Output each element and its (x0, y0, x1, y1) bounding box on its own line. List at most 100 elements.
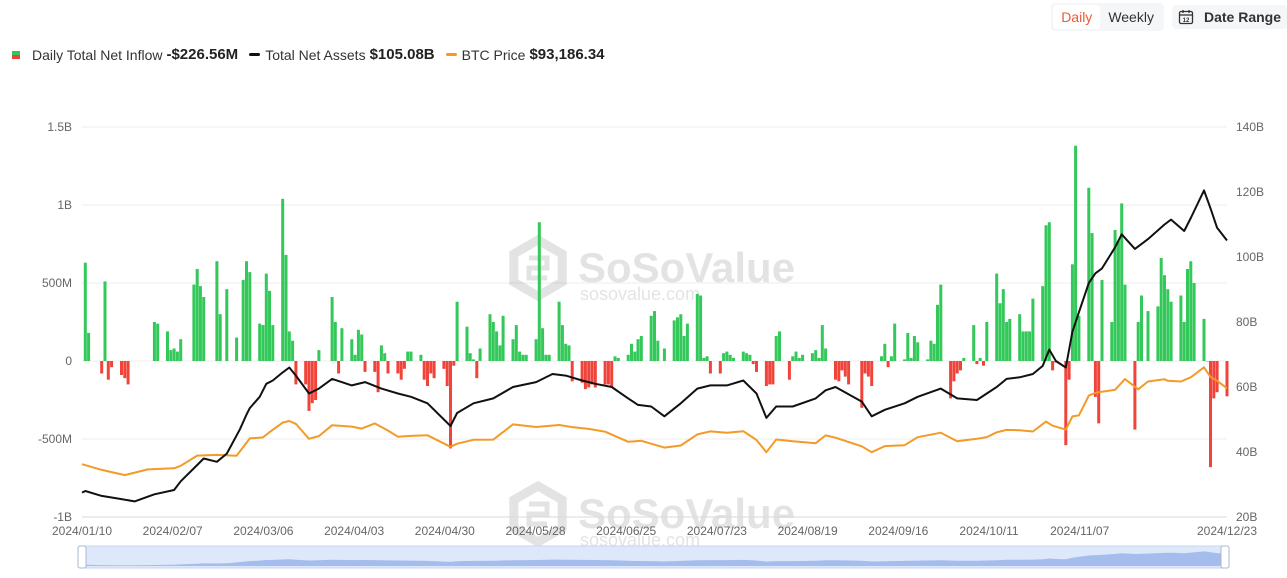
inflow-bar (975, 361, 979, 365)
calendar-icon: 12 (1178, 10, 1194, 25)
inflow-bar (1182, 322, 1186, 361)
inflow-bar (245, 261, 248, 361)
inflow-bar (817, 357, 821, 361)
inflow-bar (728, 354, 732, 361)
inflow-bar (284, 254, 288, 361)
inflow-bar (1192, 283, 1196, 361)
inflow-bar (1074, 145, 1078, 361)
watermarks: SoSoValuesosovalue.comSoSoValuesosovalue… (509, 234, 795, 550)
inflow-bar (929, 340, 933, 361)
date-range-button[interactable]: 12 Date Range (1171, 5, 1287, 29)
inflow-bar (722, 353, 726, 361)
inflow-bar (718, 361, 722, 374)
inflow-bar (705, 356, 709, 361)
x-tick-label: 2024/09/16 (868, 524, 928, 538)
zoom-slider[interactable] (77, 545, 1230, 569)
inflow-bar (376, 361, 380, 393)
inflow-bar (863, 361, 867, 374)
inflow-bar (955, 361, 959, 374)
inflow-bar (1186, 269, 1189, 361)
inflow-bar (179, 339, 183, 361)
inflow-bar (1202, 318, 1206, 361)
inflow-bar (580, 361, 584, 383)
inflow-bar (166, 331, 169, 361)
inflow-bar (156, 323, 160, 361)
inflow-bar (287, 331, 291, 361)
inflow-bar (337, 361, 341, 374)
x-tick-label: 2024/10/11 (959, 524, 1018, 538)
inflow-bar (982, 361, 985, 366)
inflow-bar (455, 301, 459, 361)
inflow-bar (442, 361, 446, 369)
x-axis: 2024/01/10 2024/02/07 2024/03/06 2024/04/03… (52, 516, 1257, 538)
watermark-brand: SoSoValue (578, 490, 795, 537)
inflow-bar (771, 361, 775, 385)
inflow-bar (452, 361, 456, 366)
legend-item-assets[interactable]: Total Net Assets $105.08B (249, 46, 435, 63)
inflow-bar (330, 297, 334, 361)
inflow-bar (1041, 286, 1045, 361)
legend-item-inflow[interactable]: Daily Total Net Inflow -$226.56M (12, 46, 238, 63)
inflow-bar (751, 361, 755, 365)
inflow-bar (511, 339, 515, 361)
legend-item-btc[interactable]: BTC Price $93,186.34 (445, 46, 605, 63)
inflow-bar (307, 361, 311, 411)
legend-inflow-label: Daily Total Net Inflow (32, 46, 163, 63)
inflow-bar (702, 357, 706, 361)
inflow-bar (291, 340, 295, 361)
inflow-bar (399, 361, 403, 380)
btc-price-line (81, 366, 1228, 477)
x-tick-label: 2024/11/07 (1050, 524, 1109, 538)
inflow-bar (564, 343, 568, 361)
inflow-bar (626, 354, 630, 361)
inflow-bar (87, 332, 91, 361)
inflow-bar (1100, 279, 1104, 361)
inflow-bar (656, 340, 660, 361)
inflow-bar (1146, 311, 1150, 361)
inflow-bar (218, 314, 222, 361)
inflow-bar (175, 351, 179, 361)
inflow-bar (801, 354, 805, 361)
watermark-url: sosovalue.com (580, 284, 700, 304)
inflow-bar (409, 351, 413, 361)
svg-text:12: 12 (1183, 18, 1190, 24)
x-tick-label: 2024/08/19 (778, 524, 838, 538)
inflow-bar (383, 353, 387, 361)
inflow-bar (1051, 361, 1055, 371)
inflow-bar (195, 269, 199, 361)
inflow-bar (791, 356, 795, 361)
left-axis: 1.5B 1B 500M 0 -500M -1B (38, 120, 72, 524)
inflow-bar (682, 336, 686, 361)
inflow-bar (426, 361, 429, 386)
tab-weekly[interactable]: Weekly (1108, 9, 1154, 25)
inflow-bar (616, 357, 620, 361)
right-tick-label: 40B (1236, 445, 1257, 459)
inflow-bar (202, 297, 206, 361)
inflow-bar (1110, 322, 1114, 361)
inflow-bar (708, 361, 712, 374)
total-net-assets-line (81, 189, 1228, 503)
inflow-bar (192, 284, 196, 361)
tab-daily[interactable]: Daily (1053, 5, 1101, 29)
inflow-bar (889, 356, 893, 361)
inflow-bar (1225, 361, 1229, 397)
watermark-url: sosovalue.com (580, 530, 700, 550)
inflow-bar (360, 334, 364, 361)
inflow-bar (406, 351, 410, 361)
inflow-bar (1166, 289, 1170, 361)
inflow-bar (1024, 331, 1028, 361)
inflow-bar (1031, 298, 1035, 361)
inflow-bar (794, 351, 798, 361)
inflow-bar (363, 361, 367, 372)
inflow-bar (353, 354, 357, 361)
legend-btc-value: $93,186.34 (529, 46, 605, 63)
inflow-bar (633, 351, 637, 361)
inflow-bar (333, 322, 337, 361)
inflow-bar (1209, 361, 1212, 468)
inflow-bar (1179, 295, 1183, 361)
inflow-bar (386, 361, 390, 374)
inflow-bar (883, 343, 887, 361)
inflow-bar (1077, 315, 1081, 361)
inflow-bar (1064, 361, 1068, 446)
right-axis: 140B 120B 100B 80B 60B 40B 20B (1236, 120, 1264, 524)
